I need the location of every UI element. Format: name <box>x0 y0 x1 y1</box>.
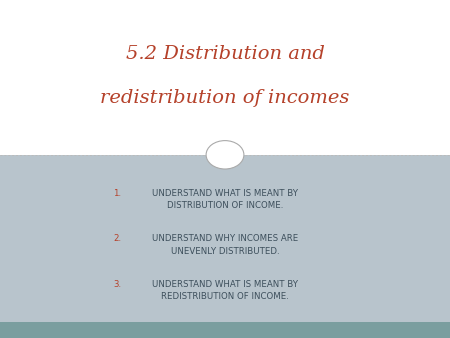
Text: UNDERSTAND WHAT IS MEANT BY
REDISTRIBUTION OF INCOME.: UNDERSTAND WHAT IS MEANT BY REDISTRIBUTI… <box>152 280 298 301</box>
Text: 5.2 Distribution and: 5.2 Distribution and <box>126 45 324 63</box>
Text: 1.: 1. <box>113 189 122 198</box>
Bar <box>0 0 450 155</box>
Text: UNDERSTAND WHAT IS MEANT BY
DISTRIBUTION OF INCOME.: UNDERSTAND WHAT IS MEANT BY DISTRIBUTION… <box>152 189 298 210</box>
Bar <box>0 155 450 322</box>
Circle shape <box>206 141 244 169</box>
Text: 3.: 3. <box>113 280 122 289</box>
Text: redistribution of incomes: redistribution of incomes <box>100 89 350 107</box>
Text: 2.: 2. <box>113 234 122 243</box>
Text: UNDERSTAND WHY INCOMES ARE
UNEVENLY DISTRIBUTED.: UNDERSTAND WHY INCOMES ARE UNEVENLY DIST… <box>152 234 298 256</box>
Bar <box>0 322 450 338</box>
